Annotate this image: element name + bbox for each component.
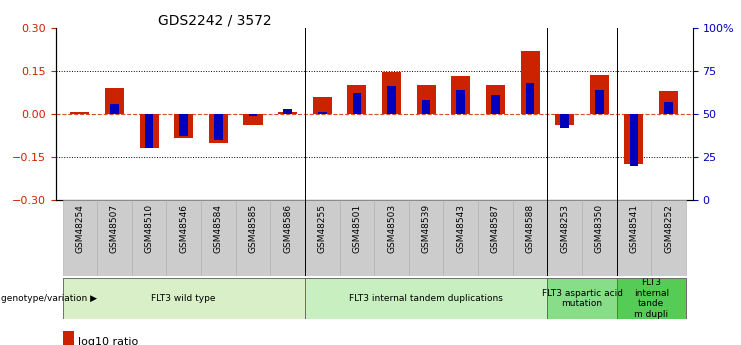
Text: GSM48350: GSM48350 [595, 204, 604, 253]
Bar [70, 112, 90, 114]
Text: GSM48539: GSM48539 [422, 204, 431, 253]
Bar [305, 278, 548, 319]
Bar [97, 200, 132, 276]
Text: GSM48587: GSM48587 [491, 204, 500, 253]
Text: GSM48254: GSM48254 [76, 204, 84, 253]
Bar [249, 114, 257, 116]
Bar [174, 114, 193, 138]
Bar [422, 100, 431, 114]
Text: GDS2242 / 3572: GDS2242 / 3572 [158, 14, 272, 28]
Bar [590, 75, 609, 114]
Bar [144, 114, 153, 148]
Bar [451, 77, 471, 114]
Bar [305, 200, 339, 276]
Text: genotype/variation ▶: genotype/variation ▶ [1, 294, 98, 303]
Text: FLT3 wild type: FLT3 wild type [151, 294, 216, 303]
Bar [560, 114, 569, 128]
Bar [167, 200, 201, 276]
Bar [456, 90, 465, 114]
Bar [339, 200, 374, 276]
Bar [478, 200, 513, 276]
Bar [105, 88, 124, 114]
Bar [659, 91, 678, 114]
Text: GSM48510: GSM48510 [144, 204, 153, 253]
Bar [179, 114, 188, 136]
Text: GSM48585: GSM48585 [248, 204, 257, 253]
Bar [353, 93, 361, 114]
Bar [374, 200, 409, 276]
Bar [595, 90, 604, 114]
Bar [617, 278, 686, 319]
Bar [270, 200, 305, 276]
Text: GSM48501: GSM48501 [353, 204, 362, 253]
Text: FLT3
internal
tande
m dupli: FLT3 internal tande m dupli [634, 278, 669, 318]
Bar [110, 104, 119, 114]
Text: GSM48543: GSM48543 [456, 204, 465, 253]
Bar [348, 85, 366, 114]
Text: GSM48546: GSM48546 [179, 204, 188, 253]
Bar [630, 114, 638, 166]
Bar [62, 200, 97, 276]
Text: GSM48253: GSM48253 [560, 204, 569, 253]
Text: GSM48255: GSM48255 [318, 204, 327, 253]
Text: GSM48586: GSM48586 [283, 204, 292, 253]
Bar [443, 200, 478, 276]
Text: FLT3 internal tandem duplications: FLT3 internal tandem duplications [349, 294, 503, 303]
Bar [409, 200, 443, 276]
Text: GSM48588: GSM48588 [525, 204, 534, 253]
Bar [313, 97, 332, 114]
Bar [520, 51, 539, 114]
Text: log10 ratio: log10 ratio [78, 337, 138, 345]
Bar [244, 114, 262, 125]
Bar [664, 102, 673, 114]
Bar [382, 72, 401, 114]
Text: GSM48503: GSM48503 [387, 204, 396, 253]
Bar [486, 85, 505, 114]
Bar [548, 200, 582, 276]
Bar [318, 112, 327, 114]
Bar [555, 114, 574, 125]
Text: GSM48584: GSM48584 [214, 204, 223, 253]
Bar [617, 200, 651, 276]
Bar [491, 95, 499, 114]
Bar [548, 278, 617, 319]
Text: GSM48252: GSM48252 [664, 204, 673, 253]
Bar [201, 200, 236, 276]
Bar [236, 200, 270, 276]
Bar [625, 114, 643, 164]
Bar [651, 200, 686, 276]
Text: FLT3 aspartic acid
mutation: FLT3 aspartic acid mutation [542, 289, 622, 308]
Bar [513, 200, 548, 276]
Bar [62, 278, 305, 319]
Bar [582, 200, 617, 276]
Text: GSM48541: GSM48541 [629, 204, 639, 253]
Bar [139, 114, 159, 148]
Bar [132, 200, 167, 276]
Bar [388, 86, 396, 114]
Bar [525, 83, 534, 114]
Bar [209, 114, 228, 142]
Bar [416, 85, 436, 114]
Text: GSM48507: GSM48507 [110, 204, 119, 253]
Bar [214, 114, 223, 140]
Bar [283, 109, 292, 114]
Bar [278, 112, 297, 114]
